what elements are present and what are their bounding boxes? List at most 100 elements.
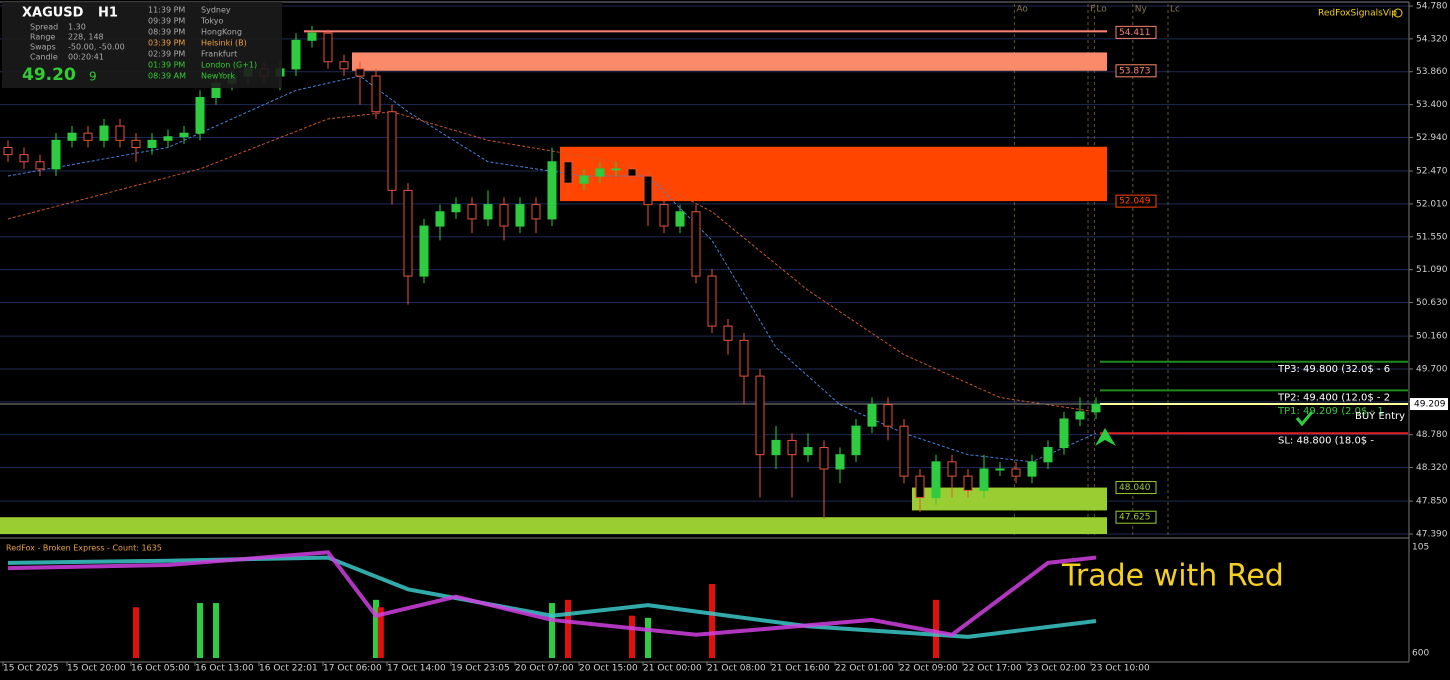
candle-body [339,61,349,70]
x-tick-label: 15 Oct 2025 [3,664,59,674]
signal-bar [373,599,379,658]
y-tick-label: 54.780 [1416,2,1448,12]
trade-level-label: SL: 48.800 (18.0$ - [1278,435,1374,446]
candle-body [403,189,413,277]
signal-bar [133,607,139,658]
candle-body [979,468,989,491]
y-tick-label: 48.320 [1416,463,1448,473]
signal-bar [645,617,651,658]
zone-label: 52.049 [1119,197,1151,207]
candle-body [851,425,861,456]
indicator-axis-label: 600 [1412,649,1429,659]
candle-body [1011,468,1021,477]
session-label: F [1090,5,1095,15]
zone [352,52,1107,71]
check-icon [1295,411,1314,427]
candle-body [179,132,189,138]
session-label: Lo [1096,5,1107,15]
candle-body [931,461,941,499]
info-panel: XAGUSD H1 49.20 9 Spread 1.30 Range 228, 14… [2,2,282,88]
session-time: 09:39 PM [148,17,185,26]
buy-arrow [1095,428,1116,446]
candle-body [467,204,477,220]
ribbon [7,550,1097,637]
price-box [1410,398,1448,411]
info-key: Swaps [30,43,56,52]
session-name: London (G+1) [201,61,257,70]
zone [560,146,1107,202]
candle-body [147,139,157,148]
candle-body [291,39,301,70]
candle-body [643,175,653,206]
zone-label: 48.040 [1119,483,1151,493]
trade-level-label: TP2: 49.400 (12.0$ - 2 [1277,392,1390,403]
candle-body [659,204,669,227]
zone-label: 53.873 [1119,66,1151,76]
x-tick-label: 16 Oct 22:01 [259,664,318,674]
candle-body [563,161,573,184]
timeframe: H1 [98,6,118,21]
info-value: 00:20:41 [68,53,104,62]
candle-body [723,325,733,341]
candle-body [675,211,685,227]
session-label: Ao [1016,5,1028,15]
info-value: 228, 148 [68,33,104,42]
x-tick-label: 16 Oct 13:00 [195,664,254,674]
candle-body [803,447,813,456]
trade-level-label: BUY Entry [1355,411,1405,422]
y-tick-label: 47.850 [1416,497,1448,507]
x-tick-label: 20 Oct 15:00 [579,664,638,674]
x-tick-label: 16 Oct 05:00 [131,664,190,674]
candle-body [515,204,525,227]
session-time: 08:39 AM [148,72,186,81]
session-name: Tokyo [200,17,224,26]
zone-label-box [1115,481,1157,495]
signal-bar [933,599,939,658]
indicator-panel: RedFox - Broken Express - Count: 1635 [6,544,1097,658]
candle-body [163,136,173,141]
candle-body [3,146,13,156]
zone-label: 47.625 [1119,513,1151,523]
candle-body [1091,403,1101,413]
indicator-axis-label: 105 [1412,543,1429,553]
session-time: 08:39 PM [148,28,185,37]
candle-body [83,132,93,141]
y-tick-label: 54.320 [1416,34,1448,44]
x-tick-label: 21 Oct 00:00 [643,664,702,674]
candle-body [483,204,493,220]
candle-body [99,125,109,141]
signal-bar [377,607,384,658]
candle-body [355,68,365,77]
session-name: Frankfurt [201,50,237,59]
signal-bar [629,615,635,658]
candle-body [19,154,29,163]
info-key: Spread [30,23,58,32]
info-key: Range [30,33,55,42]
candle-body [595,168,605,177]
candle-body [531,204,541,220]
candle-body [1043,447,1053,463]
info-value: -50.00, -50.00 [68,43,125,52]
indicator-title: RedFox - Broken Express - Count: 1635 [6,544,162,553]
x-tick-label: 21 Oct 08:00 [707,664,766,674]
zone [0,517,1107,534]
x-tick-label: 22 Oct 17:00 [963,664,1022,674]
session-time: 11:39 PM [148,6,185,15]
candle-body [451,204,461,213]
session-name: HongKong [201,28,242,37]
x-tick-label: 23 Oct 10:00 [1091,664,1150,674]
session-name: Helsinki (B) [201,39,247,48]
x-tick-label: 22 Oct 09:00 [899,664,958,674]
x-tick-label: 23 Oct 02:00 [1027,664,1086,674]
zone [912,487,1107,511]
candle-body [819,447,829,470]
session-name: Sydney [201,6,231,15]
candle-body [579,175,589,184]
panel-bg [2,2,282,88]
zone-label-box [1115,510,1157,524]
candle-body [115,125,125,141]
candle-body [899,425,909,477]
candle-body [835,454,845,470]
